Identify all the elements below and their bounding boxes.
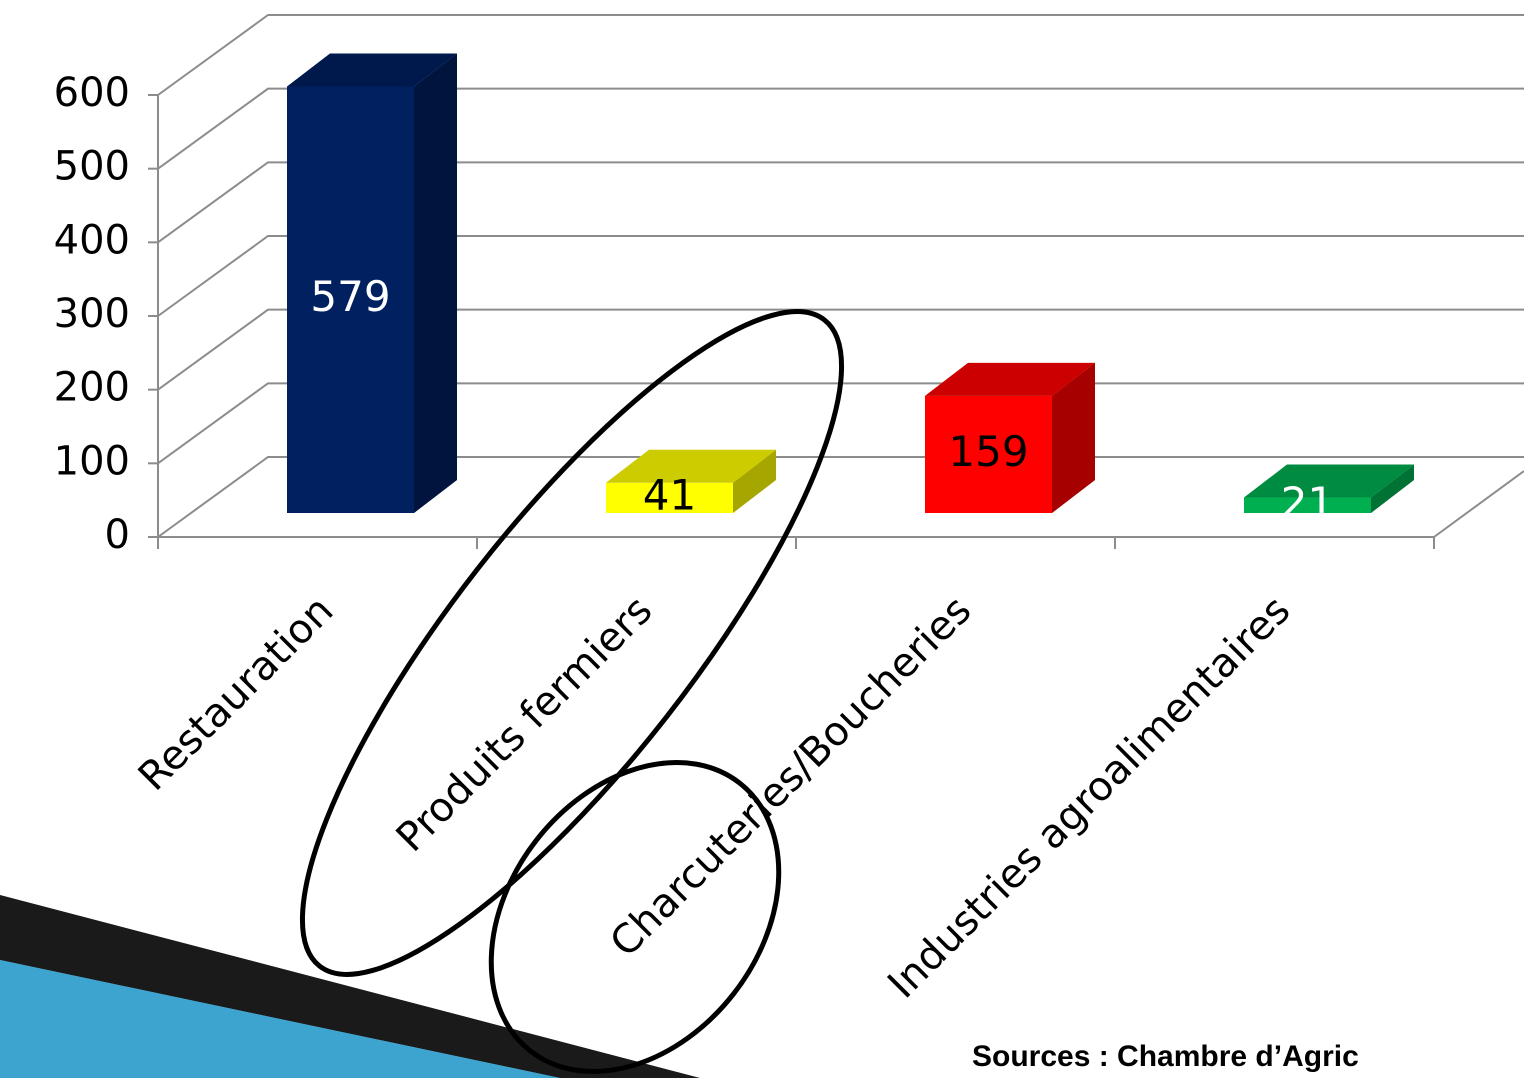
bar-top-shade — [287, 53, 457, 87]
grid-line — [157, 235, 1524, 317]
bar — [1244, 464, 1414, 513]
bar-front — [606, 482, 733, 513]
bar-side — [414, 53, 457, 513]
bar-top — [606, 449, 776, 483]
corner-decoration — [0, 895, 700, 1078]
bar-top — [925, 362, 1095, 396]
y-tick-label: 500 — [54, 144, 130, 190]
grid-line — [157, 308, 1524, 391]
bar-front — [925, 395, 1052, 513]
bar-side — [1052, 362, 1095, 513]
floor-edge — [1433, 470, 1524, 538]
source-note: Sources : Chambre d’Agric — [972, 1040, 1359, 1073]
y-tick-label: 600 — [54, 70, 130, 116]
bar — [287, 53, 457, 513]
y-tick-label: 100 — [54, 438, 130, 484]
bar-side-shade — [1052, 362, 1095, 513]
bar — [925, 362, 1095, 513]
x-tick-label: Charcuteries/Boucheries — [602, 587, 981, 966]
bar-top-shade — [606, 449, 776, 483]
bar-top-shade — [1244, 464, 1414, 498]
value-label: 159 — [948, 427, 1028, 476]
y-tick-label: 0 — [105, 512, 130, 558]
bar-side-shade — [1371, 464, 1414, 513]
value-label: 579 — [310, 272, 390, 321]
x-tick-label: Restauration — [130, 587, 343, 800]
bar-front — [1244, 497, 1371, 513]
value-label: 21 — [1281, 478, 1334, 527]
plot: 0 100 200 300 400 500 600 579 Restauration 41 Prod… — [54, 14, 1524, 1007]
grid-line — [157, 382, 1524, 465]
bar-top — [1244, 464, 1414, 498]
grid-line — [157, 161, 1524, 244]
value-label: 41 — [643, 470, 696, 519]
highlight-ellipses — [299, 309, 845, 1074]
bar-front — [287, 86, 414, 513]
bar-top-shade — [925, 362, 1095, 396]
bar-side — [733, 449, 776, 513]
x-tick-label: Produits fermiers — [388, 587, 662, 861]
bar-top — [287, 53, 457, 87]
grid-line — [157, 87, 1524, 170]
grid-line — [157, 456, 1524, 538]
bar-side-shade — [733, 449, 776, 513]
y-tick-label: 200 — [54, 365, 130, 411]
bar-side-shade — [414, 53, 457, 513]
y-tick-label: 400 — [54, 217, 130, 263]
bar-side — [1371, 464, 1414, 513]
bar — [606, 449, 776, 513]
grid-line — [157, 14, 1524, 96]
y-tick-label: 300 — [54, 291, 130, 337]
